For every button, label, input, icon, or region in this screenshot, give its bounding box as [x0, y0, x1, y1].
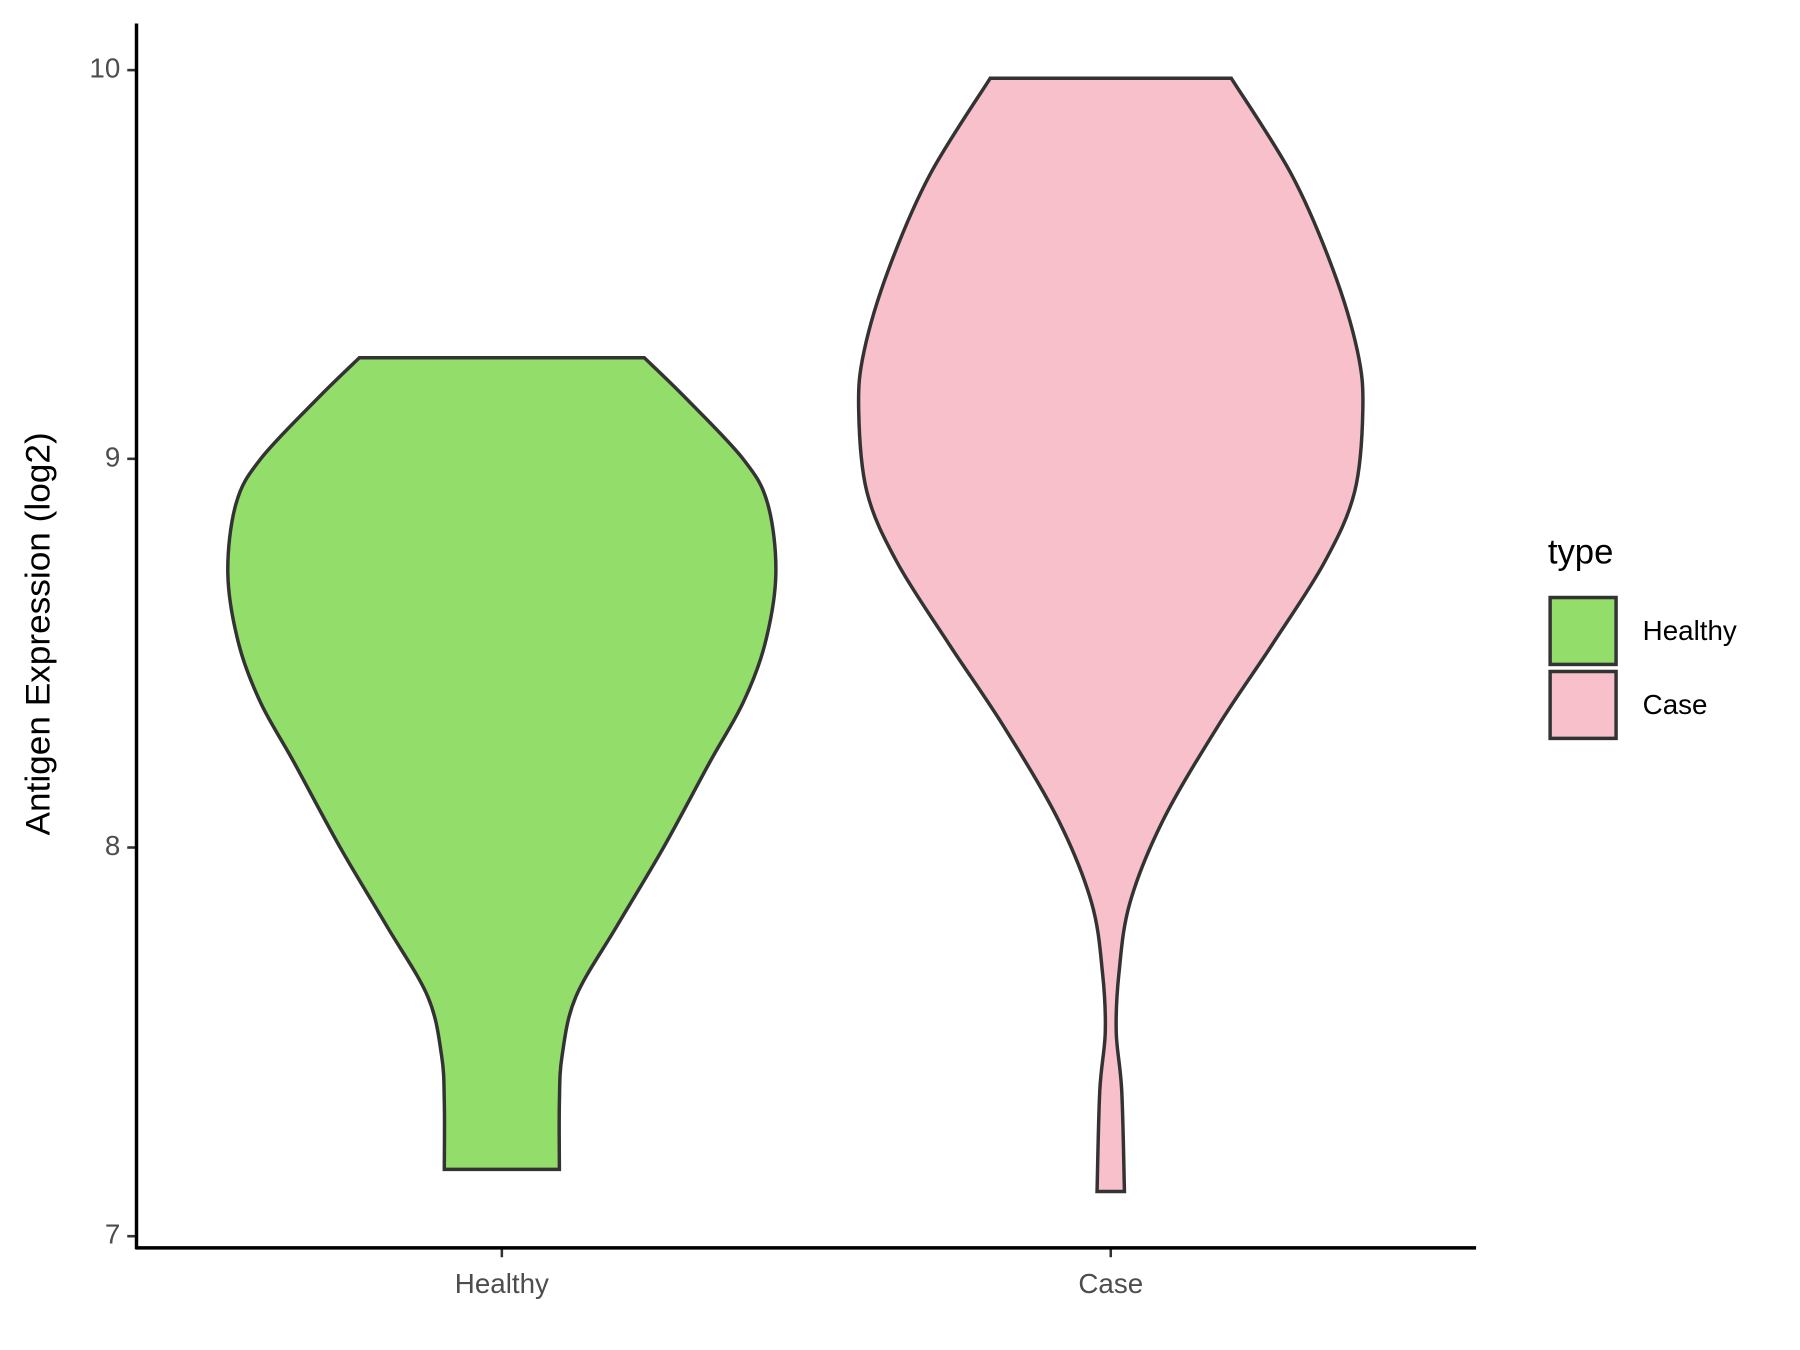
y-tick-label: 9 [105, 441, 120, 472]
y-axis-label: Antigen Expression (log2) [19, 432, 58, 835]
violin [856, 76, 1365, 1194]
legend-label: Case [1643, 689, 1708, 720]
legend-title: type [1548, 532, 1614, 571]
y-tick-label: 7 [105, 1218, 120, 1249]
legend-key [1548, 669, 1618, 741]
y-tick-label: 8 [105, 830, 120, 861]
x-tick-label: Healthy [455, 1268, 549, 1299]
legend-label: Healthy [1643, 615, 1737, 646]
legend-key [1548, 595, 1618, 667]
x-tick-label: Case [1078, 1268, 1143, 1299]
violin [226, 355, 778, 1172]
y-tick-label: 10 [89, 52, 120, 83]
